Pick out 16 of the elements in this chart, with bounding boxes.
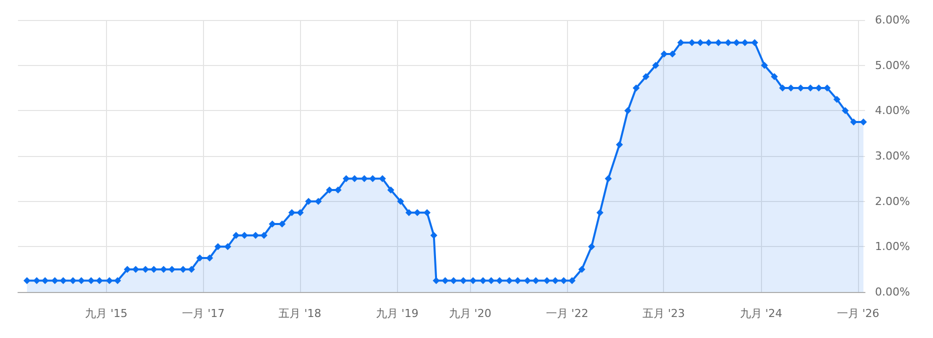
- y-tick-label: 2.00%: [875, 194, 910, 208]
- x-tick-label: 九月 '15: [84, 307, 128, 320]
- y-tick-label: 4.00%: [875, 104, 910, 118]
- y-tick-label: 6.00%: [875, 14, 910, 26]
- x-tick-label: 一月 '22: [546, 307, 588, 320]
- y-tick-label: 1.00%: [875, 240, 910, 254]
- x-tick-label: 五月 '18: [278, 307, 322, 320]
- x-tick-label: 五月 '23: [642, 307, 685, 320]
- y-tick-label: 0.00%: [875, 286, 910, 298]
- x-tick-label: 一月 '26: [836, 307, 880, 320]
- x-tick-label: 一月 '17: [182, 307, 225, 320]
- y-tick-label: 3.00%: [875, 150, 910, 162]
- y-tick-label: 5.00%: [875, 58, 910, 72]
- x-tick-label: 九月 '24: [740, 307, 782, 320]
- x-tick-label: 九月 '19: [376, 307, 418, 320]
- x-tick-label: 九月 '20: [448, 307, 492, 320]
